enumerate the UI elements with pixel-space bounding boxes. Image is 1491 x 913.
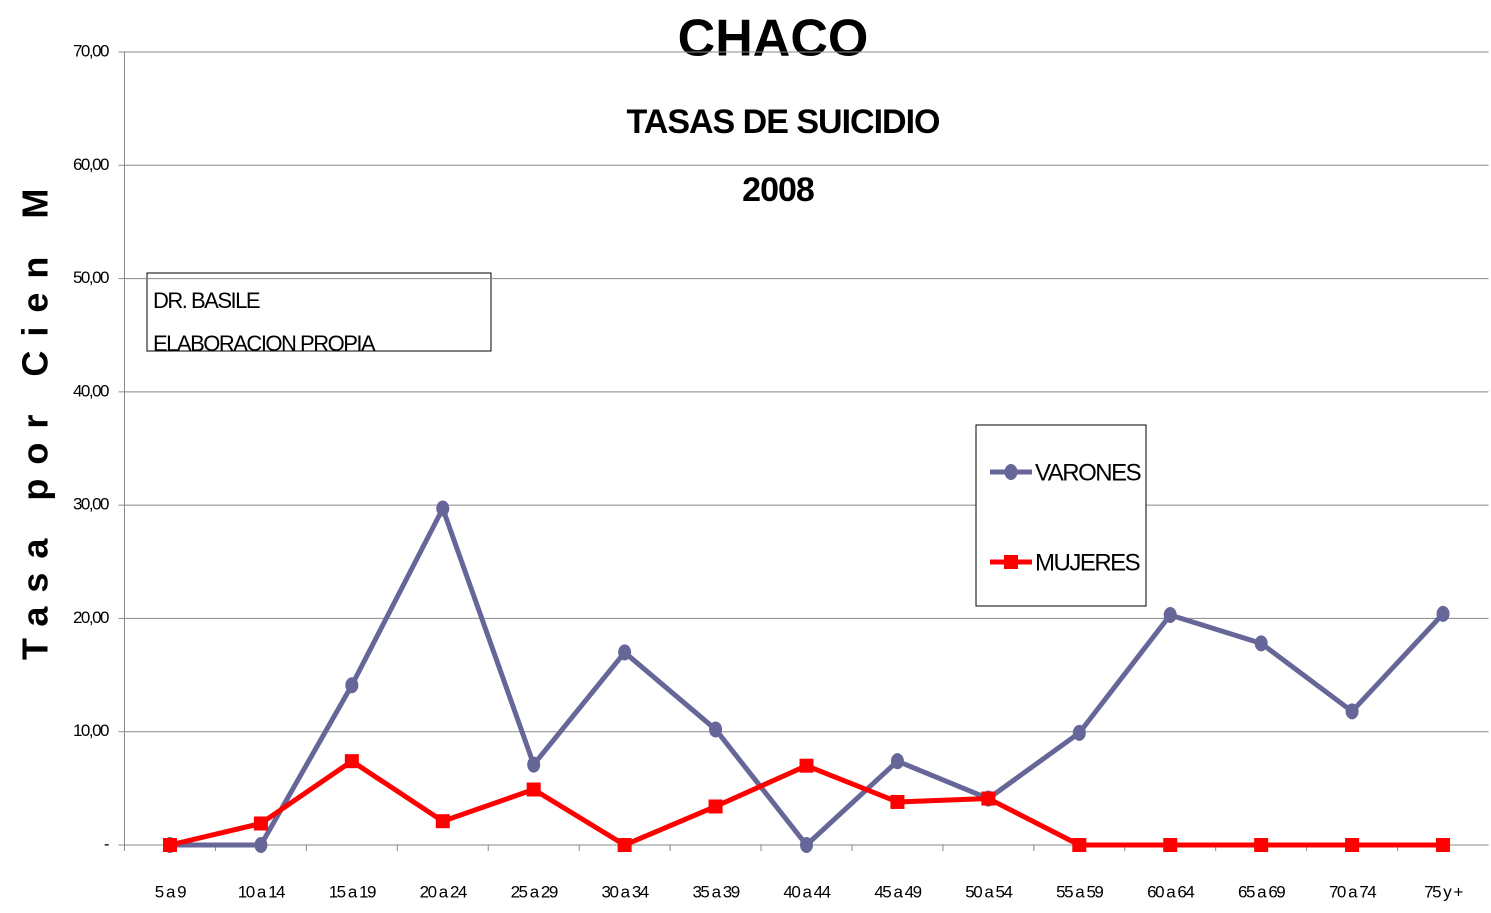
- marker: [254, 837, 268, 853]
- marker: [1436, 838, 1451, 852]
- chart-title: CHACO: [678, 10, 869, 68]
- x-tick-label: 15 a 19: [329, 882, 376, 901]
- x-tick-label: 40 a 44: [783, 882, 830, 901]
- marker: [800, 837, 813, 853]
- x-tick-label: 5 a 9: [155, 882, 186, 901]
- chart-subtitle: 2008: [742, 171, 814, 209]
- marker: [345, 677, 359, 694]
- y-tick-label: 60,00: [73, 155, 109, 174]
- marker: [1072, 724, 1086, 741]
- y-axis-label: Tasa por Cien M: [15, 175, 56, 660]
- x-tick-label: 70 a 74: [1329, 882, 1376, 901]
- legend-label: MUJERES: [1035, 549, 1140, 576]
- marker: [1163, 607, 1177, 624]
- legend-label: VARONES: [1035, 459, 1141, 486]
- y-tick-label: 40,00: [73, 381, 109, 400]
- marker: [617, 838, 632, 852]
- marker: [253, 816, 268, 831]
- marker: [1254, 635, 1268, 652]
- x-tick-label: 65 a 69: [1238, 882, 1285, 901]
- marker: [708, 799, 723, 814]
- x-tick-label: 10 a 14: [238, 882, 285, 901]
- marker: [1254, 838, 1269, 852]
- x-tick-label: 35 a 39: [692, 882, 739, 901]
- x-tick-label: 75 y +: [1424, 882, 1463, 901]
- marker: [890, 753, 904, 770]
- marker: [709, 721, 723, 738]
- marker: [527, 756, 541, 773]
- series-line: [169, 758, 1444, 848]
- marker: [435, 814, 450, 829]
- y-tick-label: 20,00: [73, 608, 109, 627]
- marker: [981, 791, 996, 806]
- chart-subtitle: TASAS DE SUICIDIO: [627, 103, 941, 141]
- y-tick-label: 70,00: [73, 41, 109, 60]
- y-tick-label: 50,00: [73, 268, 109, 287]
- x-tick-label: 20 a 24: [420, 882, 467, 901]
- marker: [1072, 838, 1087, 852]
- legend-box: [975, 424, 1147, 607]
- marker: [162, 838, 177, 852]
- annotation-box: [146, 272, 492, 352]
- series-line: [169, 506, 1445, 848]
- marker: [526, 782, 541, 797]
- x-tick-label: 25 a 29: [511, 882, 558, 901]
- marker: [1004, 555, 1018, 569]
- annotation: ELABORACION PROPIA: [153, 331, 376, 356]
- marker: [1345, 703, 1359, 720]
- marker: [1345, 838, 1360, 852]
- x-tick-label: 50 a 54: [965, 882, 1012, 901]
- x-tick-label: 30 a 34: [602, 882, 649, 901]
- x-tick-label: 55 a 59: [1056, 882, 1103, 901]
- marker: [890, 794, 905, 809]
- y-tick-label: -: [104, 834, 109, 853]
- marker: [799, 758, 814, 773]
- marker: [1436, 605, 1450, 622]
- marker: [436, 500, 450, 517]
- y-tick-label: 10,00: [73, 721, 109, 740]
- x-tick-label: 60 a 64: [1147, 882, 1194, 901]
- y-tick-label: 30,00: [73, 495, 109, 514]
- annotation: DR. BASILE: [153, 288, 260, 313]
- marker: [344, 754, 359, 769]
- x-tick-label: 45 a 49: [874, 882, 921, 901]
- marker: [1163, 838, 1178, 852]
- marker: [1004, 464, 1018, 480]
- marker: [618, 644, 632, 661]
